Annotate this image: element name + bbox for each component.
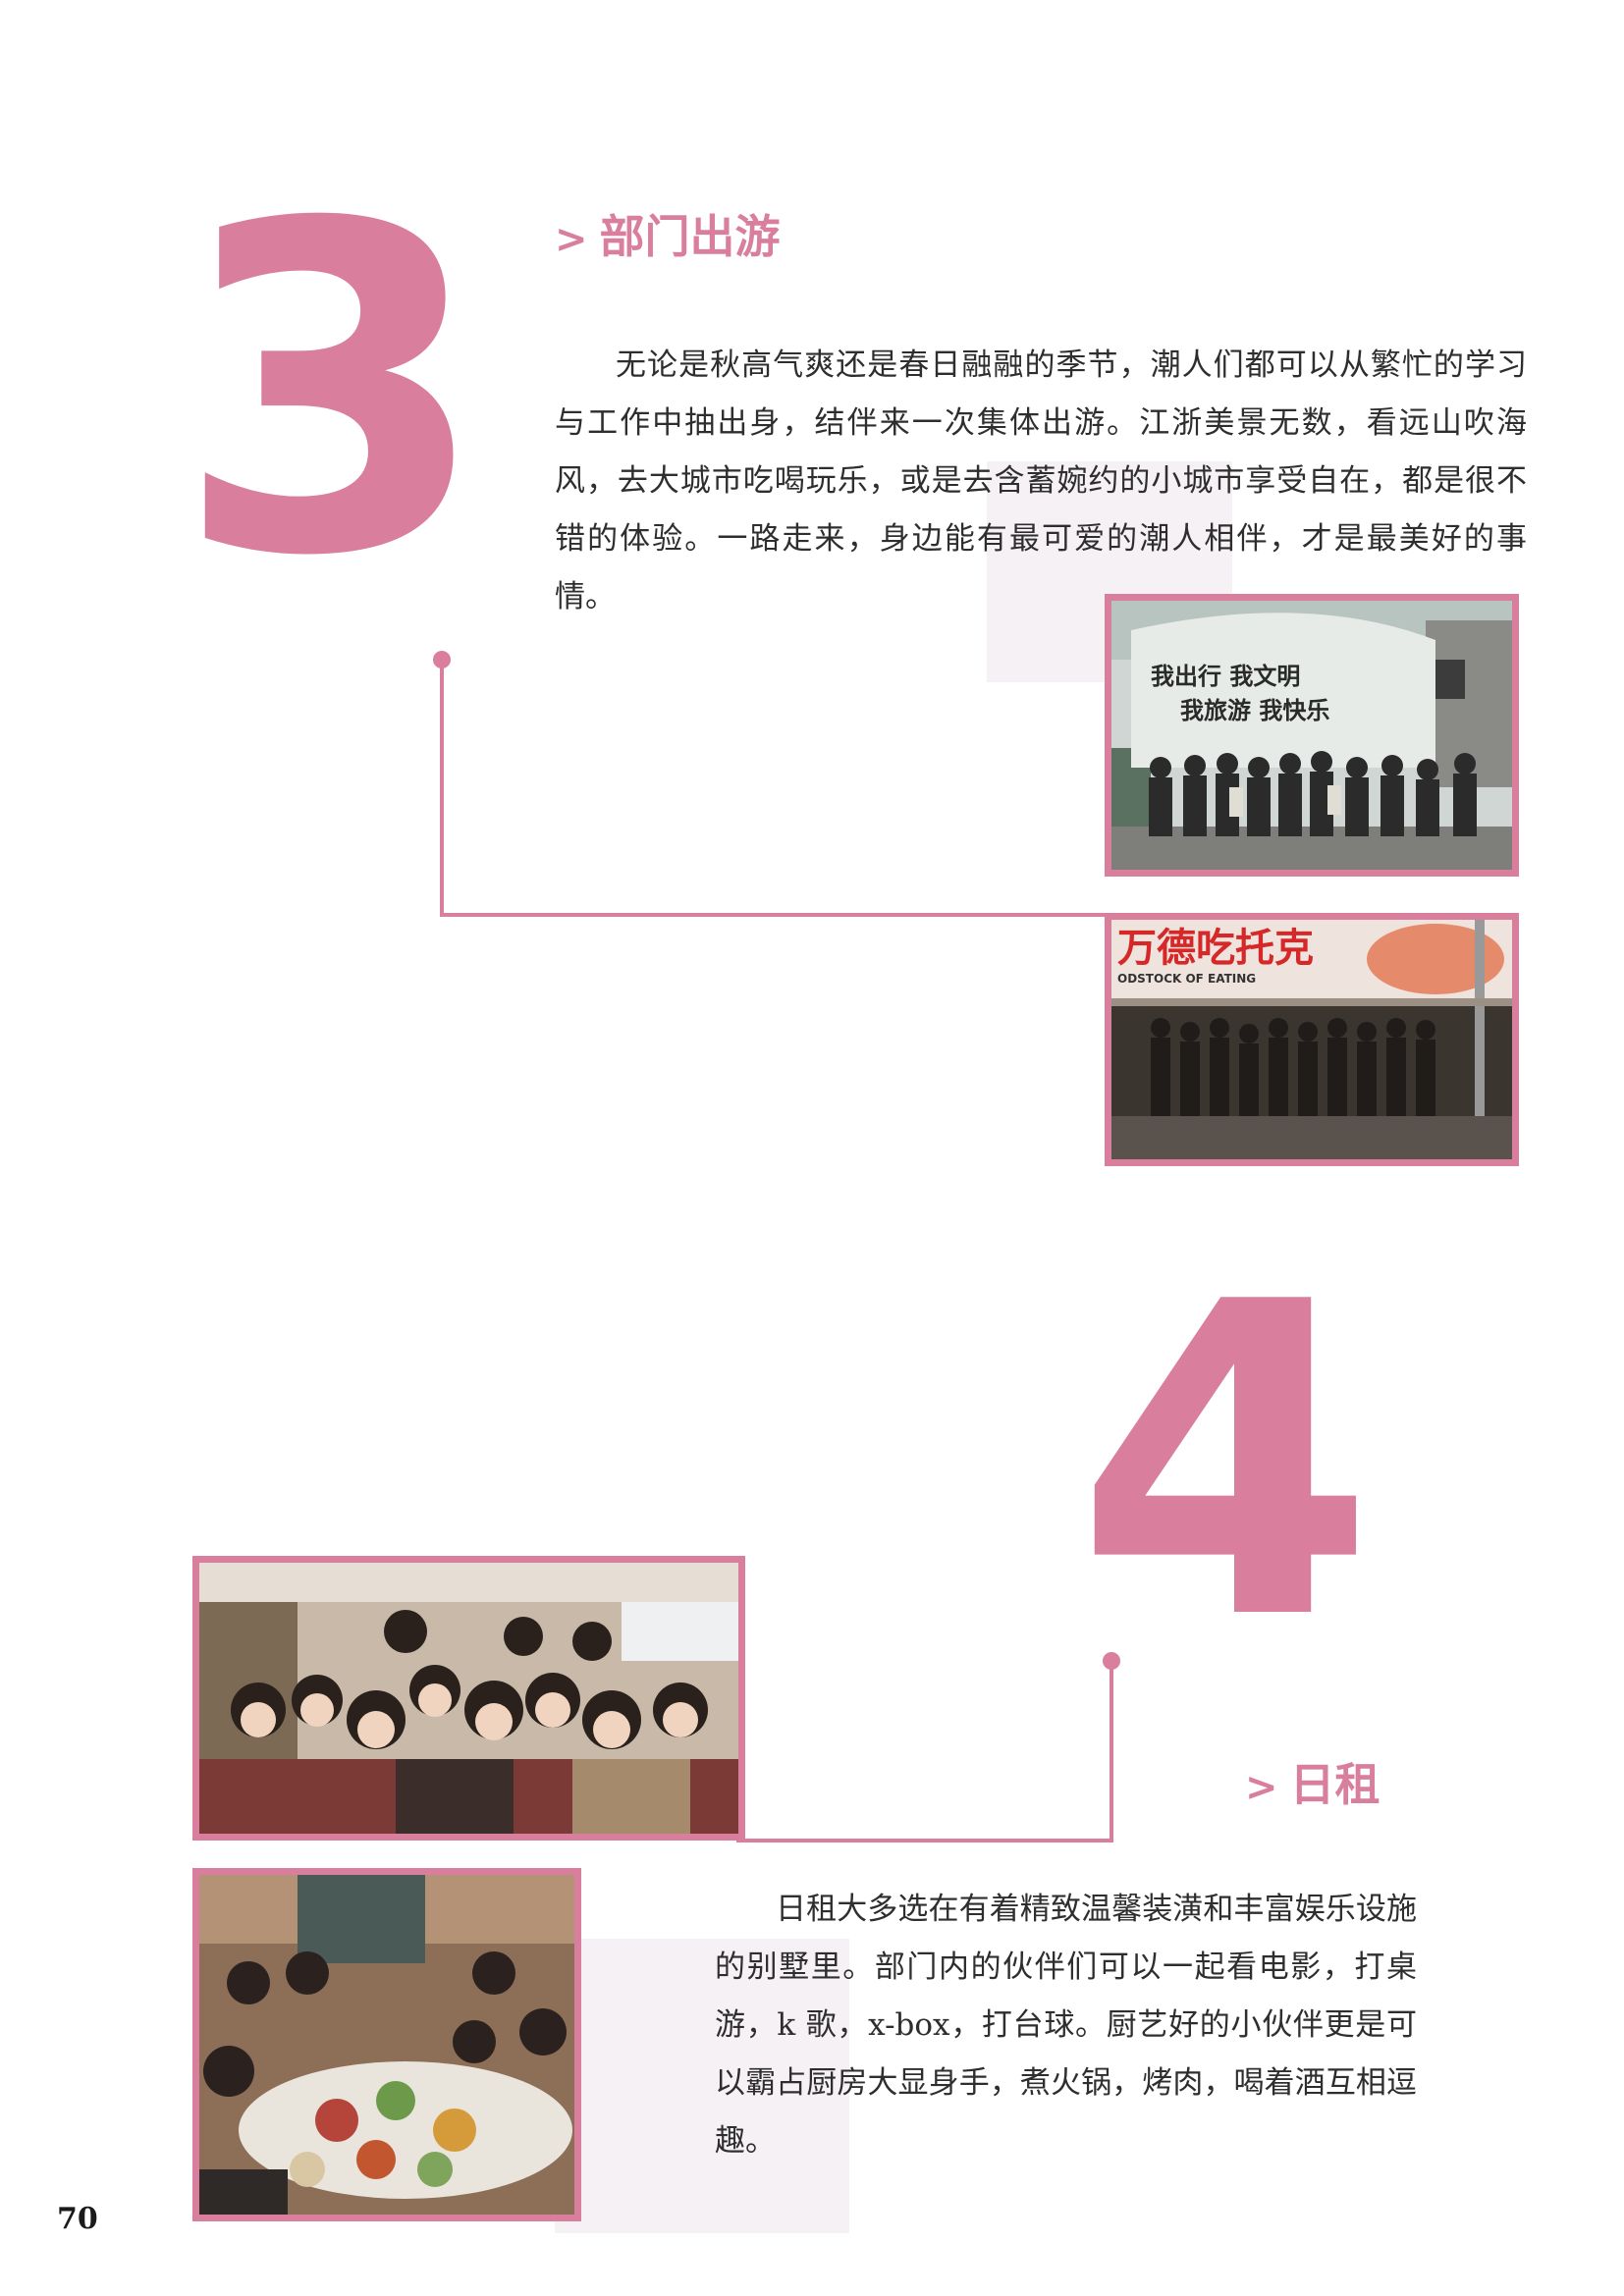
section-body-day-rental: 日租大多选在有着精致温馨装潢和丰富娱乐设施的别墅里。部门内的伙伴们可以一起看电影… [715,1892,1417,2159]
photo-villa-selfie-image [199,1563,738,1834]
section-body-trip: 无论是秋高气爽还是春日融融的季节，潮人们都可以从繁忙的学习与工作中抽出身，结伴来… [555,347,1527,614]
photo-hotpot-image [199,1875,574,2215]
section-heading-trip: > 部门出游 [555,201,781,266]
photo-banner-subtitle: ODSTOCK OF EATING [1117,972,1256,986]
section-number-4: 4 [1075,1211,1377,1714]
photo-night-banner-image: 万德吃托克 ODSTOCK OF EATING [1111,920,1512,1159]
chevron-right-icon: > [555,217,588,262]
section-heading-text: 部门出游 [599,210,781,263]
photo-trip-sign-image: 我出行 我文明 我旅游 我快乐 [1111,601,1512,870]
chevron-right-icon: > [1245,1765,1278,1810]
decorative-pale-block [555,1939,849,2233]
section-number-3: 3 [175,130,489,655]
photo-group-night-banner: 万德吃托克 ODSTOCK OF EATING [1105,913,1519,1166]
connector-line-vertical [1110,1661,1113,1842]
section-heading-day-rental: > 日租 [1245,1749,1380,1814]
photo-banner-title: 万德吃托克 [1117,926,1314,971]
photo-group-trip-sign: 我出行 我文明 我旅游 我快乐 [1105,594,1519,877]
connector-line-vertical [440,660,444,917]
connector-line-horizontal [440,913,1108,917]
photo-sign-line-2: 我旅游 我快乐 [1180,697,1329,724]
page-number: 70 [57,2202,98,2236]
photo-group-villa-selfie [192,1556,745,1841]
photo-sign-line-1: 我出行 我文明 [1151,663,1300,690]
section-heading-text: 日租 [1289,1758,1380,1811]
connector-line-horizontal [736,1839,1113,1842]
photo-group-hotpot [192,1868,581,2221]
